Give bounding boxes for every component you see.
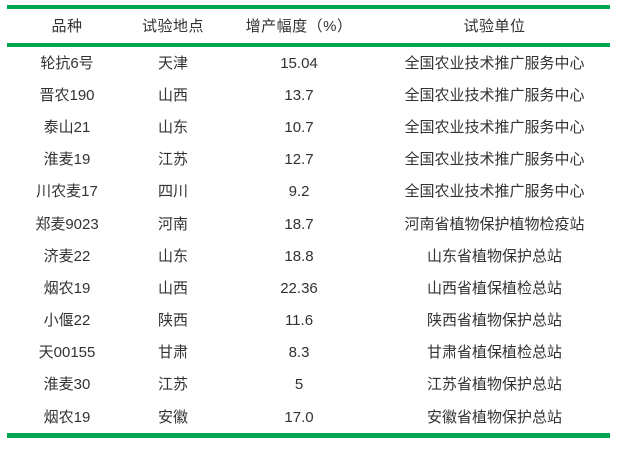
cell-unit: 山东省植物保护总站 — [426, 247, 562, 265]
table-row: 小偃22 陕西 11.6 陕西省植物保护总站 — [7, 305, 610, 337]
cell-location: 江苏 — [157, 376, 188, 394]
cell-unit: 全国农业技术推广服务中心 — [404, 86, 585, 104]
cell-unit: 江苏省植物保护总站 — [426, 376, 562, 394]
cell-increase_pct: 18.7 — [284, 215, 314, 233]
table-row: 晋农190 山西 13.7 全国农业技术推广服务中心 — [7, 79, 610, 111]
cell-variety: 小偃22 — [43, 312, 91, 330]
cell-location: 山东 — [157, 247, 188, 265]
cell-variety: 晋农190 — [39, 86, 95, 104]
cell-increase_pct: 13.7 — [284, 86, 314, 104]
cell-location: 江苏 — [157, 151, 188, 169]
cell-unit: 全国农业技术推广服务中心 — [404, 151, 585, 169]
cell-unit: 安徽省植物保护总站 — [426, 408, 562, 426]
cell-increase_pct: 18.8 — [284, 247, 314, 265]
cell-variety: 郑麦9023 — [35, 215, 99, 233]
table-top-rule — [7, 5, 610, 9]
table-header-divider-rule — [7, 43, 610, 47]
table-row: 淮麦19 江苏 12.7 全国农业技术推广服务中心 — [7, 144, 610, 176]
cell-location: 安徽 — [157, 408, 188, 426]
table-row: 烟农19 山西 22.36 山西省植保植检总站 — [7, 272, 610, 304]
cell-increase_pct: 15.04 — [280, 54, 318, 72]
cell-location: 山东 — [157, 118, 188, 136]
column-header-variety: 品种 — [51, 17, 83, 35]
cell-variety: 天00155 — [38, 344, 96, 362]
cell-variety: 川农麦17 — [36, 183, 98, 201]
table-row: 淮麦30 江苏 5 江苏省植物保护总站 — [7, 369, 610, 401]
table-row: 轮抗6号 天津 15.04 全国农业技术推广服务中心 — [7, 47, 610, 79]
cell-variety: 轮抗6号 — [40, 54, 94, 72]
column-header-increase-pct: 增产幅度（%） — [245, 17, 353, 35]
cell-location: 河南 — [157, 215, 188, 233]
table-row: 川农麦17 四川 9.2 全国农业技术推广服务中心 — [7, 176, 610, 208]
cell-increase_pct: 5 — [294, 376, 304, 394]
table-row: 天00155 甘肃 8.3 甘肃省植保植检总站 — [7, 337, 610, 369]
table-header-row: 品种 试验地点 增产幅度（%） 试验单位 — [7, 9, 610, 43]
table-row: 泰山21 山东 10.7 全国农业技术推广服务中心 — [7, 111, 610, 143]
cell-location: 四川 — [157, 183, 188, 201]
cell-unit: 山西省植保植检总站 — [426, 279, 562, 297]
table-row: 济麦22 山东 18.8 山东省植物保护总站 — [7, 240, 610, 272]
cell-increase_pct: 22.36 — [280, 279, 318, 297]
cell-unit: 河南省植物保护植物检疫站 — [404, 215, 585, 233]
cell-increase_pct: 10.7 — [284, 118, 314, 136]
cell-variety: 烟农19 — [43, 279, 91, 297]
cell-increase_pct: 17.0 — [284, 408, 314, 426]
table-body: 轮抗6号 天津 15.04 全国农业技术推广服务中心 晋农190 山西 13.7 全国农业技术… — [7, 47, 610, 433]
cell-increase_pct: 8.3 — [288, 344, 310, 362]
cell-location: 山西 — [157, 86, 188, 104]
cell-increase_pct: 9.2 — [288, 183, 310, 201]
trial-results-table: 品种 试验地点 增产幅度（%） 试验单位 轮抗6号 天津 15.04 全国农业技术推广… — [7, 5, 610, 439]
cell-location: 天津 — [157, 54, 188, 72]
cell-variety: 泰山21 — [43, 118, 91, 136]
cell-increase_pct: 12.7 — [284, 151, 314, 169]
cell-increase_pct: 11.6 — [284, 312, 314, 330]
cell-variety: 淮麦19 — [43, 151, 91, 169]
cell-variety: 济麦22 — [43, 247, 91, 265]
cell-location: 山西 — [157, 279, 188, 297]
cell-unit: 全国农业技术推广服务中心 — [404, 54, 585, 72]
cell-unit: 全国农业技术推广服务中心 — [404, 183, 585, 201]
cell-variety: 烟农19 — [43, 408, 91, 426]
column-header-unit: 试验单位 — [463, 17, 526, 35]
table-bottom-rule — [7, 433, 610, 439]
cell-location: 陕西 — [157, 312, 188, 330]
cell-unit: 陕西省植物保护总站 — [426, 312, 562, 330]
cell-unit: 全国农业技术推广服务中心 — [404, 118, 585, 136]
table-row: 郑麦9023 河南 18.7 河南省植物保护植物检疫站 — [7, 208, 610, 240]
table-row: 烟农19 安徽 17.0 安徽省植物保护总站 — [7, 401, 610, 433]
column-header-location: 试验地点 — [141, 17, 204, 35]
cell-unit: 甘肃省植保植检总站 — [426, 344, 562, 362]
cell-location: 甘肃 — [157, 344, 188, 362]
cell-variety: 淮麦30 — [43, 376, 91, 394]
